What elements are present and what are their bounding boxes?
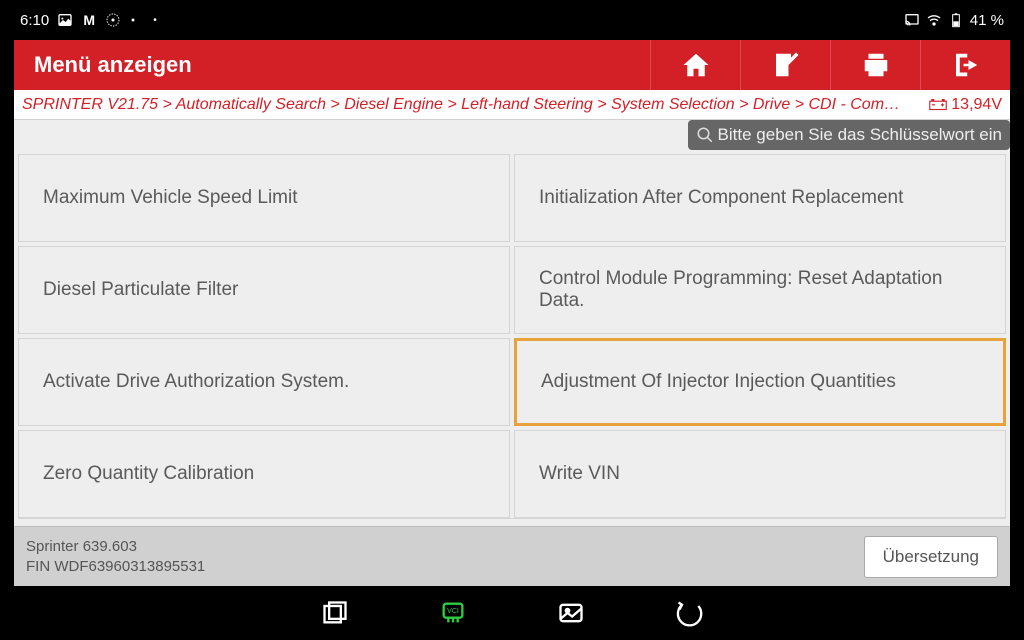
voltage-value: 13,94V bbox=[951, 96, 1002, 114]
breadcrumb: SPRINTER V21.75 > Automatically Search >… bbox=[22, 96, 923, 114]
menu-label: Maximum Vehicle Speed Limit bbox=[43, 187, 298, 209]
menu-label: Initialization After Component Replaceme… bbox=[539, 187, 903, 209]
menu-item-control-module[interactable]: Control Module Programming: Reset Adapta… bbox=[514, 246, 1006, 334]
android-nav-bar: VCI bbox=[0, 586, 1024, 640]
footer-vehicle: Sprinter 639.603 bbox=[26, 537, 205, 557]
breadcrumb-row: SPRINTER V21.75 > Automatically Search >… bbox=[14, 90, 1010, 120]
m-icon: M bbox=[81, 12, 97, 28]
edit-button[interactable] bbox=[740, 40, 830, 90]
status-right: 41 % bbox=[904, 12, 1004, 29]
dot-icon: • bbox=[153, 15, 157, 26]
menu-item-init-after-replace[interactable]: Initialization After Component Replaceme… bbox=[514, 154, 1006, 242]
translate-label: Übersetzung bbox=[883, 547, 979, 566]
menu-label: Control Module Programming: Reset Adapta… bbox=[539, 268, 981, 312]
menu-label: Adjustment Of Injector Injection Quantit… bbox=[541, 371, 896, 393]
app-window: Menü anzeigen SPRINTER V21.75 > Automati… bbox=[14, 40, 1010, 586]
app-header: Menü anzeigen bbox=[14, 40, 1010, 90]
cast-icon bbox=[904, 12, 920, 28]
print-button[interactable] bbox=[830, 40, 920, 90]
voltage-indicator: 13,94V bbox=[923, 96, 1002, 114]
menu-label: Diesel Particulate Filter bbox=[43, 279, 238, 301]
menu-label: Activate Drive Authorization System. bbox=[43, 371, 349, 393]
gallery-icon[interactable] bbox=[557, 599, 585, 627]
status-left: 6:10 M • bbox=[20, 12, 157, 29]
home-button[interactable] bbox=[650, 40, 740, 90]
menu-item-zero-qty[interactable]: Zero Quantity Calibration bbox=[18, 430, 510, 518]
menu-item-max-speed[interactable]: Maximum Vehicle Speed Limit bbox=[18, 154, 510, 242]
back-button[interactable] bbox=[675, 599, 703, 627]
menu-item-drive-auth[interactable]: Activate Drive Authorization System. bbox=[18, 338, 510, 426]
battery-text: 41 % bbox=[970, 12, 1004, 29]
svg-text:VCI: VCI bbox=[447, 608, 459, 615]
more-icon bbox=[129, 12, 145, 28]
vci-icon[interactable]: VCI bbox=[439, 599, 467, 627]
menu-item-dpf[interactable]: Diesel Particulate Filter bbox=[18, 246, 510, 334]
wifi-icon bbox=[926, 12, 942, 28]
status-time: 6:10 bbox=[20, 12, 49, 29]
menu-item-injector-adjust[interactable]: Adjustment Of Injector Injection Quantit… bbox=[514, 338, 1006, 426]
menu-item-write-vin[interactable]: Write VIN bbox=[514, 430, 1006, 518]
app-title: Menü anzeigen bbox=[14, 52, 192, 78]
footer-vin: FIN WDF63960313895531 bbox=[26, 557, 205, 577]
menu-label: Zero Quantity Calibration bbox=[43, 463, 254, 485]
search-placeholder: Bitte geben Sie das Schlüsselwort ein bbox=[718, 125, 1002, 145]
partial-row-hint bbox=[18, 518, 1006, 526]
bluetooth-icon bbox=[105, 12, 121, 28]
header-buttons bbox=[650, 40, 1010, 90]
image-icon bbox=[57, 12, 73, 28]
app-footer: Sprinter 639.603 FIN WDF63960313895531 Ü… bbox=[14, 526, 1010, 586]
menu-grid: Maximum Vehicle Speed Limit Initializati… bbox=[14, 150, 1010, 518]
exit-button[interactable] bbox=[920, 40, 1010, 90]
translate-button[interactable]: Übersetzung bbox=[864, 536, 998, 578]
battery-icon bbox=[948, 12, 964, 28]
battery-car-icon bbox=[929, 99, 947, 111]
search-input[interactable]: Bitte geben Sie das Schlüsselwort ein bbox=[688, 120, 1010, 150]
search-icon bbox=[696, 126, 714, 144]
android-status-bar: 6:10 M • 41 % bbox=[0, 0, 1024, 40]
recent-apps-button[interactable] bbox=[321, 599, 349, 627]
menu-label: Write VIN bbox=[539, 463, 620, 485]
search-row: Bitte geben Sie das Schlüsselwort ein bbox=[14, 120, 1010, 150]
footer-info: Sprinter 639.603 FIN WDF63960313895531 bbox=[26, 537, 205, 576]
